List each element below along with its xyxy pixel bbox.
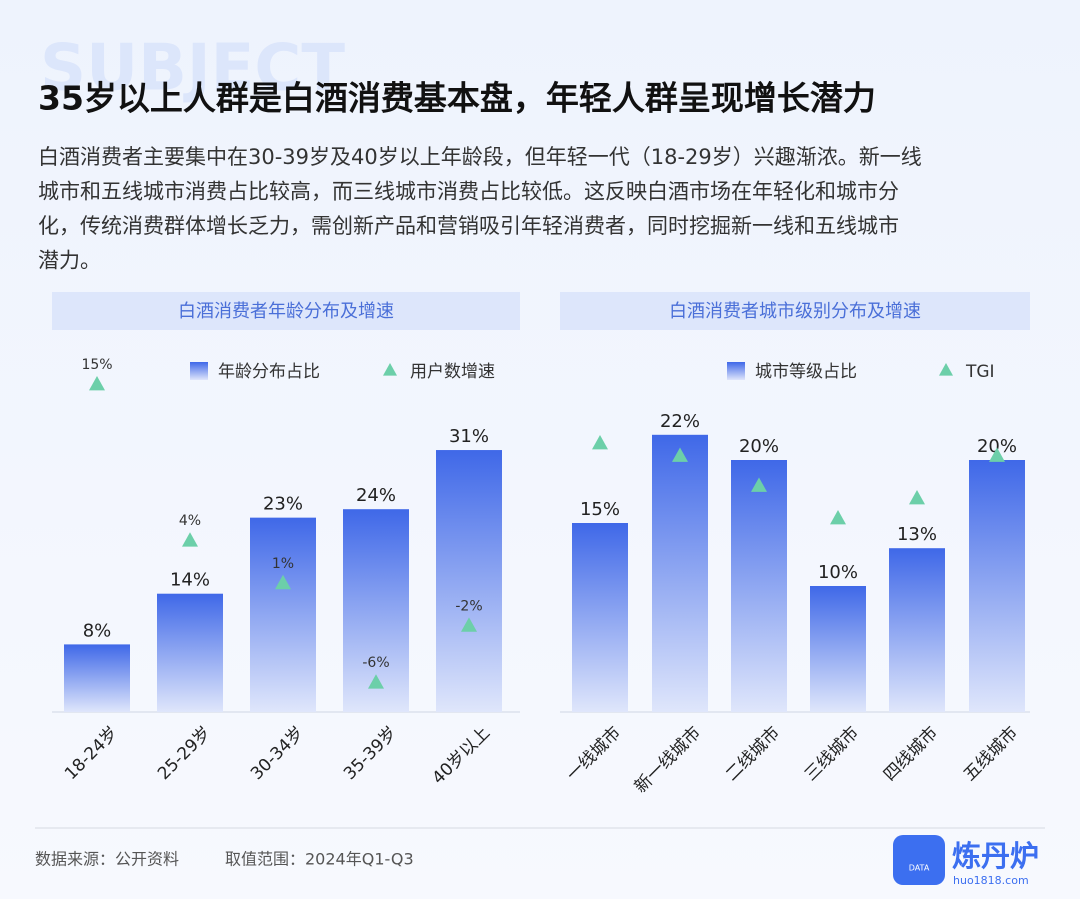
watermark: SUBJECT (40, 32, 345, 106)
logo-url: huo1818.com (953, 874, 1029, 887)
marker (368, 674, 384, 689)
bar (889, 548, 945, 712)
legend-swatch (190, 362, 208, 380)
bar (436, 450, 502, 712)
title: 35岁以上人群是白酒消费基本盘，年轻人群呈现增长潜力 (38, 79, 876, 118)
chart-title: 白酒消费者年龄分布及增速 (178, 301, 394, 322)
marker (182, 532, 198, 547)
legend-label: TGI (965, 362, 995, 382)
description: 白酒消费者主要集中在30-39岁及40岁以上年龄段，但年轻一代（18-29岁）兴… (38, 145, 922, 273)
marker-label: -6% (362, 655, 389, 671)
legend-label: 用户数增速 (410, 362, 495, 382)
bar-label: 15% (580, 499, 620, 520)
marker (830, 510, 846, 525)
panel-header (52, 292, 520, 330)
description-line: 化，传统消费群体增长乏力，需创新产品和营销吸引年轻消费者，同时挖掘新一线和五线城… (38, 214, 899, 238)
bar (250, 517, 316, 712)
logo-name: 炼丹炉 (952, 839, 1039, 873)
bar-label: 20% (739, 436, 779, 457)
logo-badge (893, 835, 945, 885)
marker (672, 447, 688, 462)
panel-header (560, 292, 1030, 330)
bar-label: 24% (356, 485, 396, 506)
bar-label: 23% (263, 494, 303, 515)
bar-label: 14% (170, 570, 210, 591)
bar-label: 20% (977, 436, 1017, 457)
source: 数据来源：公开资料 (35, 850, 179, 869)
marker (89, 376, 105, 391)
description-line: 白酒消费者主要集中在30-39岁及40岁以上年龄段，但年轻一代（18-29岁）兴… (38, 145, 922, 169)
marker-label: 15% (81, 357, 112, 373)
bar (969, 460, 1025, 712)
bar-label: 13% (897, 524, 937, 545)
bar (572, 523, 628, 712)
marker-label: 4% (179, 513, 201, 529)
marker (751, 477, 767, 492)
marker (592, 435, 608, 450)
chart-title: 白酒消费者城市级别分布及增速 (669, 301, 921, 322)
marker (989, 447, 1005, 462)
bar (157, 593, 223, 712)
bar-label: 10% (818, 562, 858, 583)
bar (652, 434, 708, 712)
description-line: 潜力。 (38, 249, 101, 273)
marker-label: 1% (272, 556, 294, 572)
legend-swatch (727, 362, 745, 380)
marker (461, 617, 477, 632)
description-line: 城市和五线城市消费占比较高，而三线城市消费占比较低。这反映白酒市场在年轻化和城市… (38, 180, 899, 204)
bar (64, 644, 130, 712)
legend-label: 年龄分布占比 (218, 362, 320, 382)
marker (275, 574, 291, 590)
marker (909, 490, 925, 505)
bar-label: 8% (83, 620, 112, 641)
legend-label: 城市等级占比 (755, 362, 857, 382)
bar-label: 22% (660, 411, 700, 432)
bar-label: 31% (449, 426, 489, 447)
range: 取值范围：2024年Q1-Q3 (225, 850, 414, 869)
legend-marker (383, 363, 397, 376)
logo-badge-text: DATA (909, 864, 930, 873)
bar (810, 586, 866, 712)
bar (731, 460, 787, 712)
marker-label: -2% (455, 598, 482, 614)
legend-marker (939, 363, 953, 376)
